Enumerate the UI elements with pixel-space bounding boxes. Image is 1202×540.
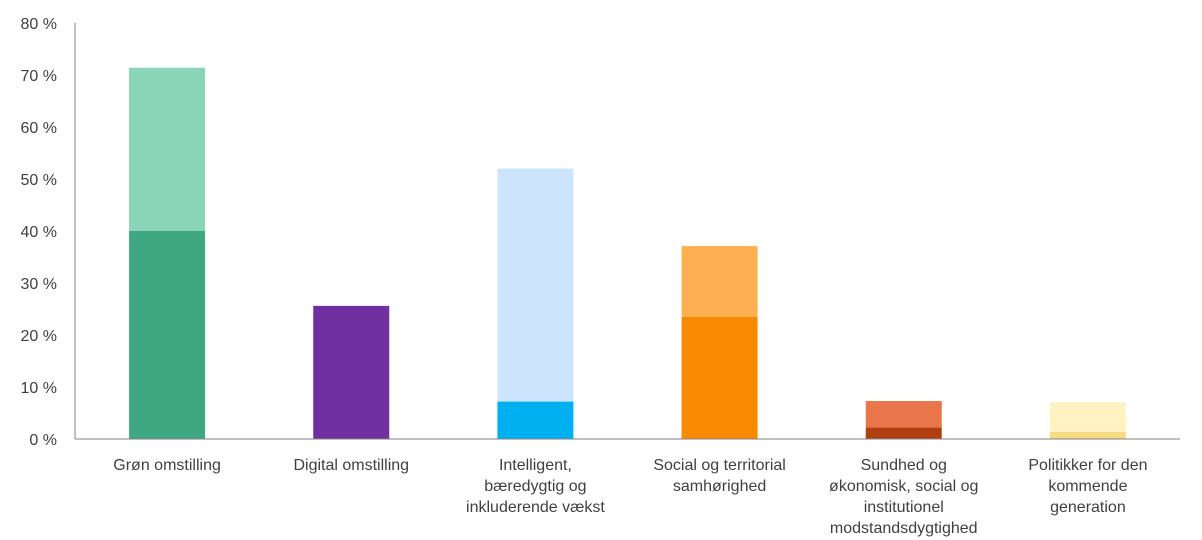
y-tick-label: 30 % — [21, 276, 57, 293]
y-tick-label: 50 % — [21, 172, 57, 189]
category-labels: Grøn omstilling Digital omstilling Intelli… — [113, 457, 1147, 537]
category-label-line: Intelligent, — [499, 457, 572, 474]
bar-segment-1-category-1 — [129, 231, 206, 439]
category-label-line: generation — [1050, 499, 1126, 516]
y-tick-label: 10 % — [21, 380, 57, 397]
bar-segment-1-category-5 — [865, 427, 942, 439]
y-tick-label: 80 % — [21, 16, 57, 33]
category-label-line: bæredygtig og — [484, 478, 586, 495]
category-label-line: institutionel — [864, 499, 944, 516]
category-label-line: Politikker for den — [1028, 457, 1147, 474]
y-tick-label: 0 % — [29, 432, 57, 449]
category-label: Digital omstilling — [293, 457, 409, 474]
category-label: Politikker for den kommende generation — [1028, 457, 1147, 516]
bar-segment-1-category-3 — [497, 401, 574, 439]
bar-segment-1-category-6 — [1049, 431, 1126, 439]
y-tick-label: 70 % — [21, 68, 57, 85]
bar-segment-1-category-4 — [681, 316, 758, 439]
bar-segment-2-category-5 — [865, 401, 942, 428]
category-label-line: samhørighed — [673, 478, 766, 495]
y-tick-label: 20 % — [21, 328, 57, 345]
y-tick-label: 40 % — [21, 224, 57, 241]
category-label: Grøn omstilling — [113, 457, 221, 474]
bar-segment-2-category-4 — [681, 246, 758, 317]
category-label: Intelligent, bæredygtig og inkluderende væ… — [466, 457, 605, 516]
y-tick-label: 60 % — [21, 120, 57, 137]
category-label: Social og territorial samhørighed — [653, 457, 786, 495]
bar-segment-2-category-1 — [129, 67, 206, 231]
category-label-line: kommende — [1048, 478, 1127, 495]
bars — [129, 67, 1126, 439]
category-label-line: Sundhed og — [861, 457, 947, 474]
bar-segment-1-category-2 — [313, 305, 390, 439]
category-label-line: Grøn omstilling — [113, 457, 221, 474]
y-axis-tick-labels: 0 % 10 % 20 % 30 % 40 % 50 % 60 % 70 % 80 % — [21, 16, 57, 449]
category-label-line: Digital omstilling — [293, 457, 409, 474]
category-label-line: Social og territorial — [653, 457, 786, 474]
category-label-line: inkluderende vækst — [466, 499, 605, 516]
category-label-line: modstandsdygtighed — [830, 520, 978, 537]
bar-segment-2-category-6 — [1049, 402, 1126, 432]
category-label: Sundhed og økonomisk, social og institutio… — [829, 457, 978, 537]
category-label-line: økonomisk, social og — [829, 478, 978, 495]
bar-segment-2-category-3 — [497, 168, 574, 402]
